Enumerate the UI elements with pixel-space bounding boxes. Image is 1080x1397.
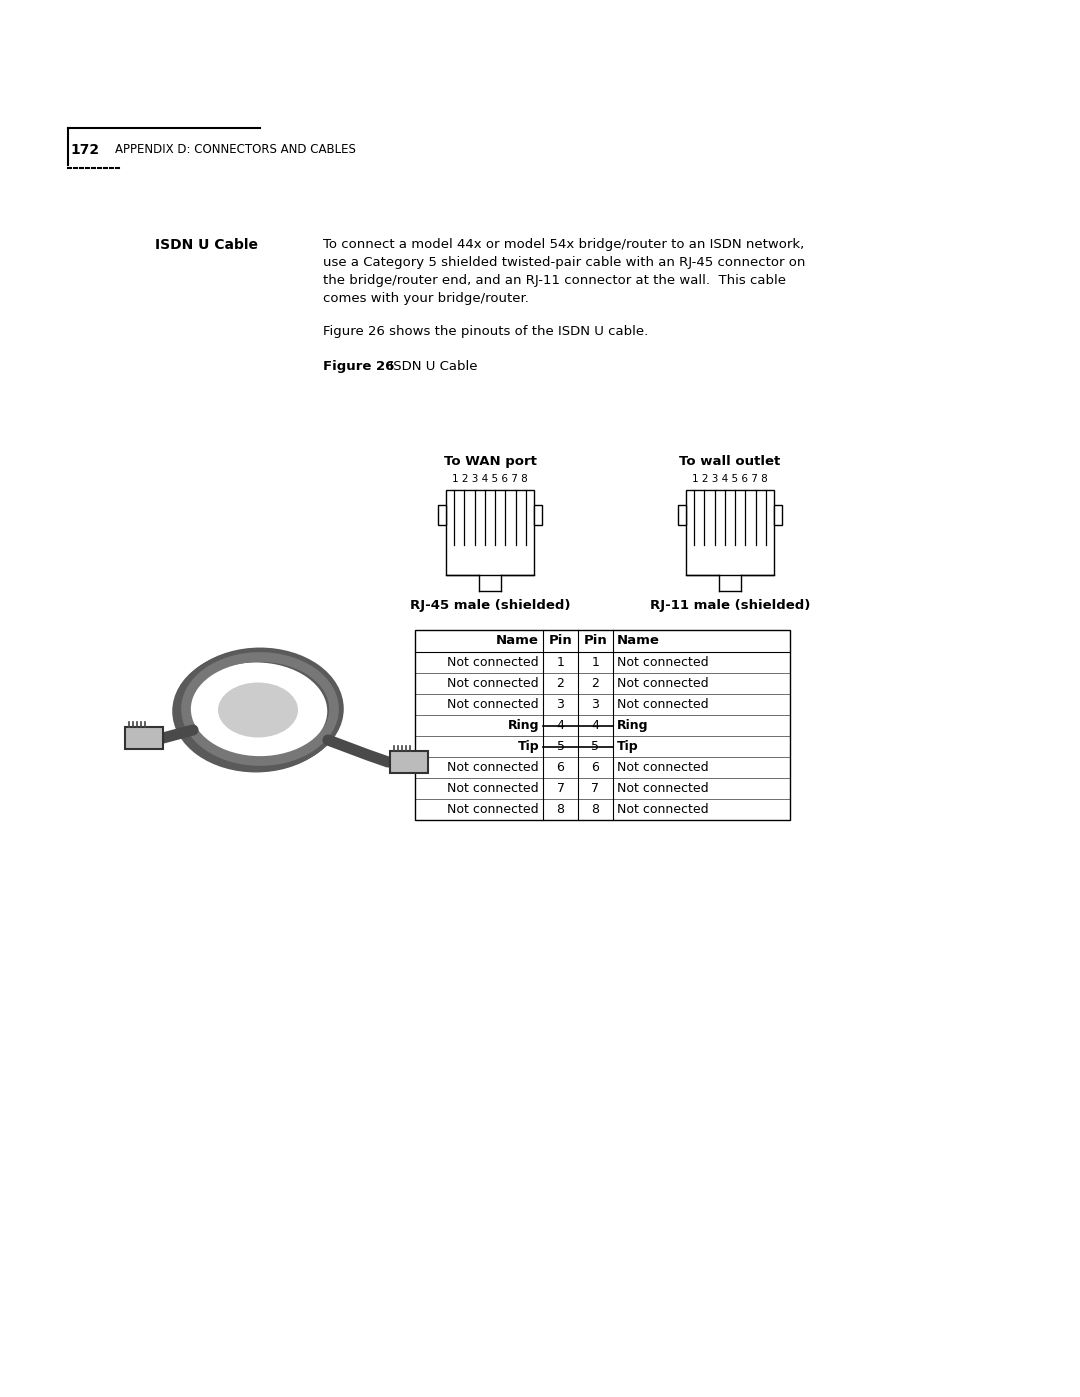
Text: Not connected: Not connected xyxy=(617,761,708,774)
Text: 1: 1 xyxy=(556,657,565,669)
Ellipse shape xyxy=(218,683,298,738)
Text: To connect a model 44x or model 54x bridge/router to an ISDN network,: To connect a model 44x or model 54x brid… xyxy=(323,237,805,251)
Text: Tip: Tip xyxy=(517,740,539,753)
Text: Not connected: Not connected xyxy=(617,657,708,669)
Text: RJ-11 male (shielded): RJ-11 male (shielded) xyxy=(650,599,810,612)
Text: comes with your bridge/router.: comes with your bridge/router. xyxy=(323,292,529,305)
Text: 172: 172 xyxy=(70,142,99,156)
Text: 8: 8 xyxy=(556,803,565,816)
Text: 1: 1 xyxy=(592,657,599,669)
Text: 7: 7 xyxy=(556,782,565,795)
Text: ISDN U Cable: ISDN U Cable xyxy=(156,237,258,251)
Text: Not connected: Not connected xyxy=(447,698,539,711)
Bar xyxy=(125,726,163,749)
Text: Name: Name xyxy=(496,634,539,647)
Text: Figure 26: Figure 26 xyxy=(323,360,394,373)
Text: RJ-45 male (shielded): RJ-45 male (shielded) xyxy=(409,599,570,612)
Text: Ring: Ring xyxy=(508,719,539,732)
Text: 7: 7 xyxy=(592,782,599,795)
Text: 3: 3 xyxy=(592,698,599,711)
Text: 1 2 3 4 5 6 7 8: 1 2 3 4 5 6 7 8 xyxy=(692,474,768,483)
Text: 4: 4 xyxy=(592,719,599,732)
Text: Not connected: Not connected xyxy=(447,678,539,690)
Text: Pin: Pin xyxy=(583,634,607,647)
Text: Name: Name xyxy=(617,634,660,647)
Text: 6: 6 xyxy=(592,761,599,774)
Text: Figure 26 shows the pinouts of the ISDN U cable.: Figure 26 shows the pinouts of the ISDN … xyxy=(323,326,648,338)
Bar xyxy=(415,630,789,820)
Text: Ring: Ring xyxy=(617,719,648,732)
Text: Not connected: Not connected xyxy=(447,761,539,774)
Text: Not connected: Not connected xyxy=(447,782,539,795)
Text: 5: 5 xyxy=(592,740,599,753)
Text: ISDN U Cable: ISDN U Cable xyxy=(381,360,477,373)
Text: 8: 8 xyxy=(592,803,599,816)
Text: 3: 3 xyxy=(556,698,565,711)
Bar xyxy=(534,504,542,525)
Text: Not connected: Not connected xyxy=(617,678,708,690)
Text: Not connected: Not connected xyxy=(447,803,539,816)
Text: 2: 2 xyxy=(556,678,565,690)
Text: 4: 4 xyxy=(556,719,565,732)
Text: Not connected: Not connected xyxy=(617,698,708,711)
Text: use a Category 5 shielded twisted-pair cable with an RJ-45 connector on: use a Category 5 shielded twisted-pair c… xyxy=(323,256,806,270)
Text: To WAN port: To WAN port xyxy=(444,455,537,468)
Bar xyxy=(774,504,782,525)
Bar xyxy=(678,504,686,525)
Text: the bridge/router end, and an RJ-11 connector at the wall.  This cable: the bridge/router end, and an RJ-11 conn… xyxy=(323,274,786,286)
Text: APPENDIX D: CONNECTORS AND CABLES: APPENDIX D: CONNECTORS AND CABLES xyxy=(114,142,356,156)
Text: Pin: Pin xyxy=(549,634,572,647)
Bar xyxy=(390,752,428,773)
Text: Not connected: Not connected xyxy=(617,803,708,816)
Text: Not connected: Not connected xyxy=(447,657,539,669)
Text: Tip: Tip xyxy=(617,740,638,753)
Text: To wall outlet: To wall outlet xyxy=(679,455,781,468)
Text: Not connected: Not connected xyxy=(617,782,708,795)
Bar xyxy=(446,490,534,576)
Bar xyxy=(438,504,446,525)
Text: 5: 5 xyxy=(556,740,565,753)
Text: 6: 6 xyxy=(556,761,565,774)
Text: 2: 2 xyxy=(592,678,599,690)
Text: 1 2 3 4 5 6 7 8: 1 2 3 4 5 6 7 8 xyxy=(453,474,528,483)
Bar xyxy=(686,490,774,576)
